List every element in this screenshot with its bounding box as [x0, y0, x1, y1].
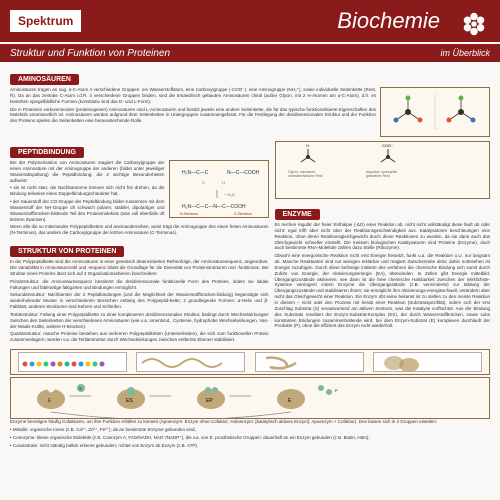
section-peptidbindung: PEPTIDBINDUNG Bei der Polymerisation von…: [10, 141, 269, 236]
svg-text:H: H: [306, 143, 309, 148]
header: Spektrum Biochemie: [0, 0, 500, 42]
struktur-p2: Primärstruktur: die Aminosäuresequenz be…: [10, 279, 269, 291]
subtitle: Struktur und Funktion von Proteinen: [10, 48, 170, 59]
svg-text:+ H₂O: + H₂O: [224, 192, 235, 197]
secondary-stage: [136, 352, 245, 372]
svg-text:COO⁻: COO⁻: [382, 143, 393, 148]
subheader: Struktur und Funktion von Proteinen im Ü…: [0, 42, 500, 62]
left-column: PEPTIDBINDUNG Bei der Polymerisation von…: [10, 141, 269, 347]
label-peptid: PEPTIDBINDUNG: [10, 147, 84, 158]
tertiary-stage: [255, 352, 364, 372]
svg-text:H₂N—C—C: H₂N—C—C: [182, 170, 209, 176]
svg-text:H: H: [222, 180, 225, 185]
protein-structure-diagram: [10, 349, 490, 375]
peptid-p3: • der Sauerstoff der CO-Gruppe der Pepti…: [10, 199, 165, 222]
cofactor-p4: • Cosubstrate: nicht ständig balkär erke…: [10, 443, 490, 449]
peptid-text: Bei der Polymerisation von Aminosäuren r…: [10, 160, 165, 224]
flower-icon: [456, 6, 492, 42]
page: Spektrum Biochemie Struktur und Funktion…: [0, 0, 500, 500]
right-column: H Glycin, unpolares charakteristische Re…: [275, 141, 490, 347]
enzyme-p1: Es reichen regulär der freier Enthalpie …: [275, 222, 490, 251]
section-struktur: STRUKTUR VON PROTEINEN In der Polypeptid…: [10, 240, 269, 343]
peptid-diagram: H₂N—C—C N—C—COOH O H + H₂O H₂N—C—C—N—C—C…: [169, 160, 269, 218]
amino-p2: Die in Proteinen vorkommenden (proteinog…: [10, 107, 376, 125]
brand-text: Spektrum: [18, 14, 73, 28]
svg-text:EP: EP: [206, 398, 213, 404]
enzyme-cycle-diagram: E S ES EP E P: [10, 377, 490, 419]
svg-text:S: S: [79, 386, 82, 391]
enzyme-p2: Obwohl eine exergonische Reaktion nicht …: [275, 253, 490, 329]
content: AMINOSÄUREN Aminosäuren tragen an sog. α…: [0, 62, 500, 456]
enzyme-cycle-icon: E S ES EP E P: [11, 378, 489, 418]
struktur-p5: Quartärstruktur: manche Proteine bestehe…: [10, 331, 269, 343]
peptide-bond-icon: H₂N—C—C N—C—COOH O H + H₂O H₂N—C—C—N—C—C…: [172, 162, 266, 216]
row-two: PEPTIDBINDUNG Bei der Polymerisation von…: [10, 141, 490, 347]
struktur-p1: In der Polypeptidkette sind die Aminosäu…: [10, 259, 269, 277]
svg-text:P: P: [335, 388, 338, 393]
quaternary-stage: [373, 352, 482, 372]
nterm-label: N-Terminus: [180, 212, 198, 216]
struktur-p3: Sekundärstruktur: Nachbarster der 2 Pept…: [10, 292, 269, 310]
struktur-p4: Tertiärstruktur: Faltung einer Polypepti…: [10, 312, 269, 330]
overview-tag: im Überblick: [440, 48, 490, 58]
sidechain-diagram: H Glycin, unpolares charakteristische Re…: [275, 141, 490, 199]
asp-t4: geladener Rest: [366, 174, 390, 178]
svg-text:H₂N—C—C—N—C—COOH: H₂N—C—C—N—C—COOH: [182, 204, 246, 210]
label-aminosauren: AMINOSÄUREN: [10, 74, 79, 85]
cterm-label: C-Terminus: [234, 212, 252, 216]
label-enzyme: ENZYME: [275, 209, 320, 220]
label-struktur: STRUKTUR VON PROTEINEN: [10, 246, 124, 257]
cofactor-p2: • Metalle: organische Ionen (z.B. Ca²⁺, …: [10, 427, 490, 433]
chirality-icon: [383, 89, 487, 135]
peptid-p4: Wenn alle die so miteinander Polypeptidk…: [10, 224, 269, 236]
aminosauren-text: Aminosäuren tragen an sog. α-C-Atom 4 ve…: [10, 87, 376, 137]
glycin-t2: charakteristische Rest: [288, 174, 322, 178]
svg-text:O: O: [202, 180, 205, 185]
peptid-p1: Bei der Polymerisation von Aminosäuren r…: [10, 160, 165, 183]
main-title: Biochemie: [81, 8, 490, 34]
svg-text:N—C—COOH: N—C—COOH: [227, 170, 260, 176]
brand-box: Spektrum: [10, 10, 81, 32]
svg-text:ES: ES: [126, 398, 133, 404]
section-aminosauren: AMINOSÄUREN Aminosäuren tragen an sog. α…: [10, 68, 490, 137]
primary-stage: [18, 352, 127, 372]
aminosauren-diagram: [380, 87, 490, 137]
section-enzyme: ENZYME Es reichen regulär der freier Ent…: [275, 203, 490, 329]
sidechain-icon: H Glycin, unpolares charakteristische Re…: [278, 143, 487, 197]
amino-p1: Aminosäuren tragen an sog. α-C-Atom 4 ve…: [10, 87, 376, 105]
cofactor-p3: • Coenzyme: kleine organische Moleküle (…: [10, 435, 490, 441]
structure-stages: [11, 350, 489, 374]
peptid-p2: • sie ist nicht starr, die Nachbaratome …: [10, 185, 165, 197]
